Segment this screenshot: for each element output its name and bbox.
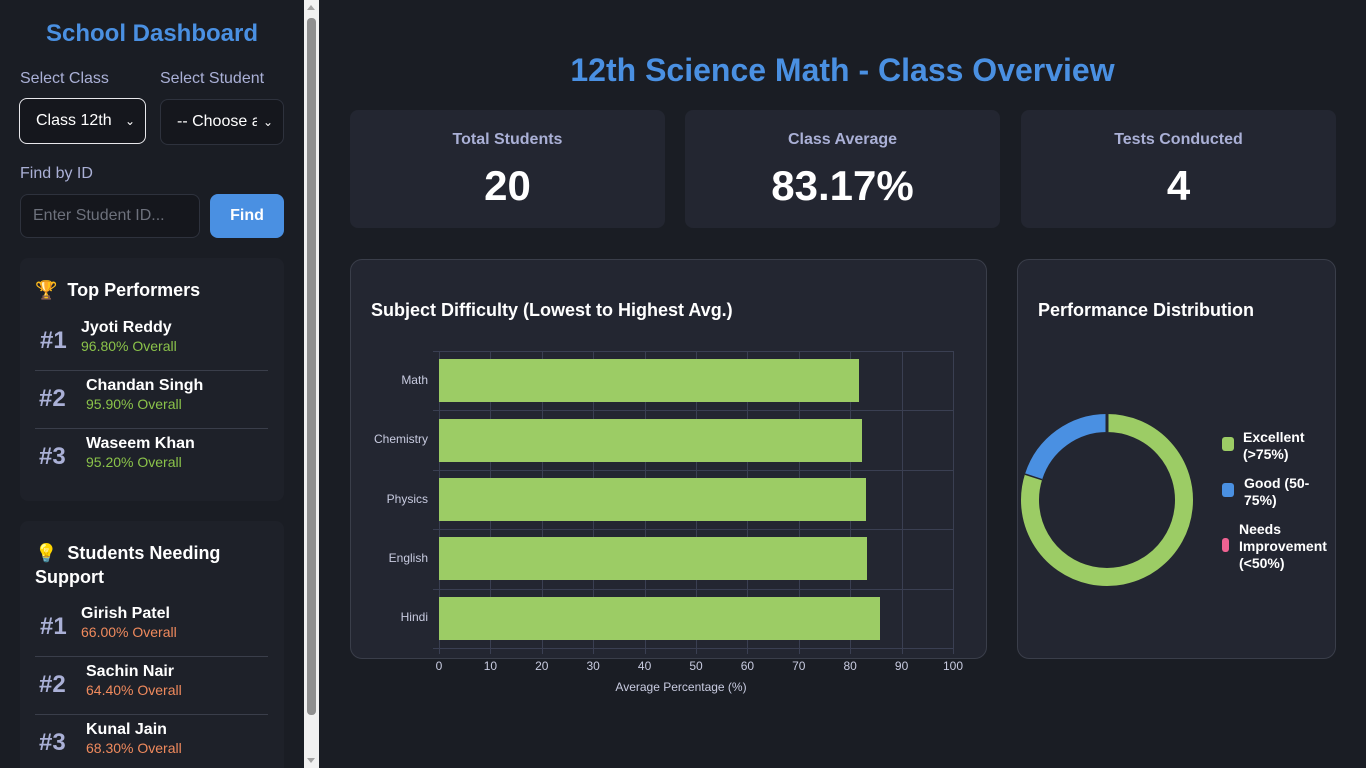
x-tick-label: 30: [586, 659, 600, 673]
legend-swatch: [1222, 538, 1229, 552]
support-student-item[interactable]: #2 Sachin Nair 64.40% Overall: [35, 657, 268, 715]
bar-math[interactable]: [439, 359, 859, 403]
chevron-down-icon: ⌄: [262, 115, 274, 129]
scroll-down-arrow-icon[interactable]: [307, 758, 315, 763]
student-score: 68.30% Overall: [86, 740, 182, 756]
grid-line: [433, 351, 953, 352]
needing-support-card: 💡 Students Needing Support #1 Girish Pate…: [20, 521, 284, 768]
rank-number: #2: [39, 385, 66, 412]
stat-label: Total Students: [452, 131, 563, 148]
needing-support-title: 💡 Students Needing Support: [35, 543, 221, 587]
class-select-value: Class 12th: [36, 112, 112, 129]
app-title: School Dashboard: [45, 20, 259, 47]
stat-value: 4: [1166, 162, 1191, 209]
stat-label: Tests Conducted: [1114, 131, 1243, 148]
student-score: 96.80% Overall: [81, 338, 177, 354]
student-name: Waseem Khan: [86, 435, 195, 452]
rank-number: #1: [40, 327, 67, 354]
select-student-label: Select Student: [160, 70, 265, 87]
bar-chart-title: Subject Difficulty (Lowest to Highest Av…: [371, 300, 733, 320]
top-performers-card: 🏆 Top Performers #1 Jyoti Reddy 96.80% Ov…: [20, 258, 284, 501]
page-title: 12th Science Math - Class Overview: [570, 52, 1115, 88]
x-tick-label: 60: [740, 659, 755, 673]
x-tick-label: 90: [894, 659, 909, 673]
scroll-up-arrow-icon[interactable]: [307, 5, 315, 10]
stat-card-total-students: Total Students 20: [350, 110, 665, 228]
student-select-value: -- Choose a: [177, 113, 257, 130]
bar-hindi[interactable]: [439, 596, 880, 640]
grid-line: [953, 351, 954, 654]
find-button[interactable]: Find: [210, 194, 284, 238]
bar-english[interactable]: [439, 537, 867, 581]
y-tick-label: English: [388, 550, 428, 565]
x-tick-label: 50: [689, 659, 703, 673]
student-score: 95.20% Overall: [86, 454, 182, 470]
support-student-item[interactable]: #1 Girish Patel 66.00% Overall: [35, 599, 268, 657]
legend-swatch: [1222, 483, 1234, 497]
student-name: Girish Patel: [81, 605, 170, 622]
stat-value: 20: [484, 162, 531, 209]
legend-item[interactable]: Excellent (>75%): [1243, 429, 1305, 462]
grid-line: [901, 351, 903, 654]
x-tick-label: 70: [792, 659, 806, 673]
student-score: 95.90% Overall: [86, 396, 182, 412]
rank-number: #3: [39, 729, 66, 756]
donut-segment[interactable]: [1025, 414, 1108, 480]
support-student-item[interactable]: #3 Kunal Jain 68.30% Overall: [35, 715, 268, 768]
x-tick-label: 10: [483, 659, 498, 673]
y-tick-label: Math: [401, 372, 428, 387]
select-class-label: Select Class: [20, 70, 109, 87]
performance-donut-chart: [1021, 414, 1193, 586]
student-name: Kunal Jain: [86, 721, 167, 738]
sidebar-scrollbar[interactable]: [304, 0, 319, 768]
bar-chemistry[interactable]: [439, 418, 862, 462]
top-performer-item[interactable]: #1 Jyoti Reddy 96.80% Overall: [35, 313, 268, 371]
x-axis-title: Average Percentage (%): [615, 680, 747, 694]
lightbulb-icon: 💡: [35, 543, 58, 563]
class-select[interactable]: Class 12th ⌄: [19, 98, 146, 144]
grid-line: [433, 588, 953, 590]
find-by-id-label: Find by ID: [20, 165, 93, 182]
trophy-icon: 🏆: [35, 280, 58, 300]
student-name: Chandan Singh: [86, 377, 204, 394]
chevron-down-icon: ⌄: [124, 114, 136, 128]
grid-line: [433, 529, 953, 531]
student-name: Jyoti Reddy: [81, 319, 172, 336]
y-tick-label: Chemistry: [373, 432, 428, 447]
top-performers-title: 🏆 Top Performers: [35, 280, 201, 300]
donut-chart-title: Performance Distribution: [1038, 300, 1255, 320]
student-score: 64.40% Overall: [86, 682, 182, 698]
stat-card-tests-conducted: Tests Conducted 4: [1021, 110, 1336, 228]
legend-item[interactable]: Good (50- 75%): [1244, 475, 1310, 508]
x-tick-label: 80: [843, 659, 857, 673]
grid-line: [433, 410, 953, 412]
rank-number: #1: [40, 613, 67, 640]
grid-line: [433, 469, 953, 471]
x-tick-label: 20: [535, 659, 549, 673]
x-tick-label: 40: [637, 659, 652, 673]
student-score: 66.00% Overall: [81, 624, 177, 640]
x-tick-label: 100: [942, 659, 964, 673]
bar-physics[interactable]: [439, 478, 866, 521]
top-performer-item[interactable]: #2 Chandan Singh 95.90% Overall: [35, 371, 268, 429]
student-id-placeholder: Enter Student ID...: [33, 207, 165, 224]
student-select[interactable]: -- Choose a ⌄: [160, 99, 284, 145]
legend-item[interactable]: Needs Improvement (<50%): [1239, 521, 1327, 571]
grid-line: [433, 648, 953, 649]
student-name: Sachin Nair: [86, 663, 175, 680]
sidebar: School Dashboard Select Class Select Stu…: [0, 0, 304, 768]
y-tick-label: Hindi: [400, 610, 428, 625]
student-id-input[interactable]: Enter Student ID...: [20, 194, 200, 238]
legend-swatch: [1222, 437, 1234, 451]
rank-number: #2: [39, 671, 66, 698]
stat-label: Class Average: [787, 131, 898, 148]
scrollbar-thumb[interactable]: [307, 18, 316, 715]
donut-segment[interactable]: [1021, 414, 1193, 586]
top-performer-item[interactable]: #3 Waseem Khan 95.20% Overall: [35, 429, 268, 487]
y-tick-label: Physics: [386, 491, 428, 506]
stat-card-class-average: Class Average 83.17%: [685, 110, 1000, 228]
stat-value: 83.17%: [771, 162, 914, 209]
rank-number: #3: [39, 443, 66, 470]
x-tick-label: 0: [435, 659, 443, 673]
